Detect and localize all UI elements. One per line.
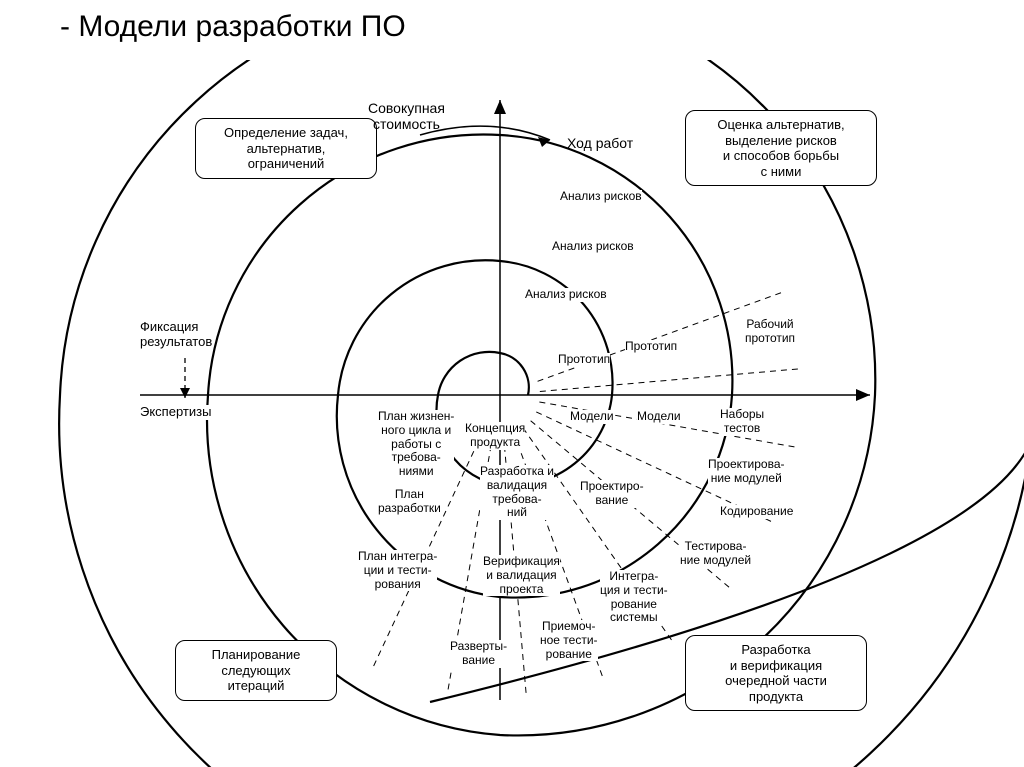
sector-label: Интегра-ция и тести-рованиесистемы <box>600 570 668 625</box>
sector-label: Анализ рисков <box>552 240 634 254</box>
sector-label: План интегра-ции и тести-рования <box>358 550 437 591</box>
sector-label: Проектиро-вание <box>580 480 644 508</box>
sector-label: Концепцияпродукта <box>465 422 525 450</box>
sector-label: Анализ рисков <box>525 288 607 302</box>
label-expertise: Экспертизы <box>140 405 211 420</box>
y-axis-label: Совокупнаястоимость <box>368 100 445 132</box>
quadrant-box-tr: Оценка альтернатив,выделение рискови спо… <box>685 110 877 186</box>
sector-label: Разработка ивалидациятребова-ний <box>480 465 554 520</box>
quadrant-box-tl: Определение задач,альтернатив,ограничени… <box>195 118 377 179</box>
sector-label: Кодирование <box>720 505 793 519</box>
sector-label: Проектирова-ние модулей <box>708 458 785 486</box>
sector-label: Модели <box>570 410 614 424</box>
quadrant-box-bl: Планированиеследующихитераций <box>175 640 337 701</box>
sector-label: Модели <box>637 410 681 424</box>
sector-label: Анализ рисков <box>560 190 642 204</box>
page-title: - Модели разработки ПО <box>60 10 406 44</box>
sector-label: Планразработки <box>378 488 441 516</box>
diagram-stage: Определение задач,альтернатив,ограничени… <box>0 60 1024 767</box>
sector-label: Тестирова-ние модулей <box>680 540 751 568</box>
label-fixation: Фиксациярезультатов <box>140 320 212 350</box>
sector-label: Прототип <box>625 340 677 354</box>
quadrant-box-br: Разработкаи верификацияочередной частипр… <box>685 635 867 711</box>
x-axis-label: Ход работ <box>567 135 633 151</box>
sector-label: Приемоч-ное тести-рование <box>540 620 598 661</box>
sector-label: Рабочийпрототип <box>745 318 795 346</box>
sector-label: Прототип <box>558 353 610 367</box>
sector-label: План жизнен-ного цикла иработы стребова-… <box>378 410 454 479</box>
sector-label: Разверты-вание <box>450 640 507 668</box>
sector-label: Верификацияи валидацияпроекта <box>483 555 560 596</box>
sector-label: Наборытестов <box>720 408 764 436</box>
